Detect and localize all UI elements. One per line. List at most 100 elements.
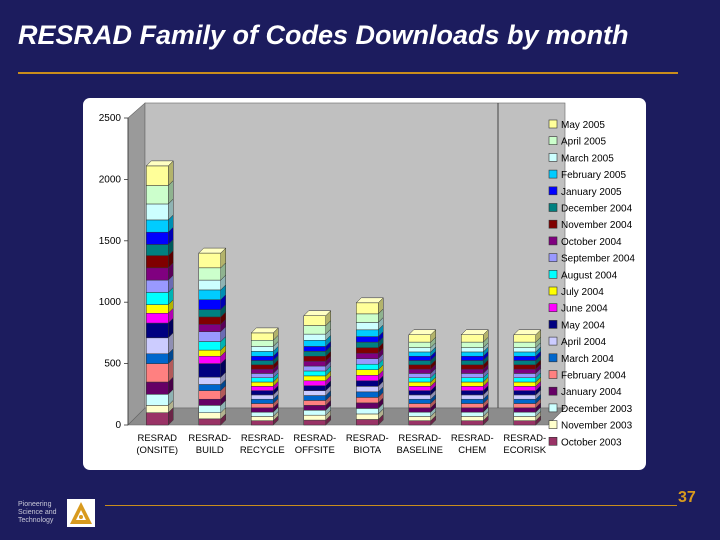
bar-segment	[408, 390, 431, 396]
bar-segment	[198, 405, 221, 413]
bar-segment	[408, 373, 431, 378]
bar-segment	[513, 360, 536, 366]
legend-swatch	[548, 136, 558, 146]
x-axis-category-label: CHEM	[458, 445, 486, 456]
bar-segment	[461, 347, 484, 353]
legend-label: April 2005	[561, 137, 606, 148]
bar-segment	[303, 333, 326, 341]
bar-segment	[198, 252, 221, 269]
bar-segment	[198, 390, 221, 400]
legend-swatch	[548, 336, 558, 346]
bar-segment	[408, 334, 431, 343]
bar-segment	[461, 364, 484, 370]
bar-segment	[146, 185, 169, 205]
legend-label: February 2005	[561, 170, 626, 181]
bar-segment	[251, 332, 274, 341]
bar-segment	[198, 376, 221, 385]
bar-segment	[198, 412, 221, 420]
bar-segment	[146, 219, 169, 233]
bar-segment	[461, 334, 484, 343]
bar-segment	[146, 381, 169, 395]
bar-segment	[303, 414, 326, 421]
bar-segment	[251, 364, 274, 370]
legend-label: January 2005	[561, 187, 622, 198]
bar-top-face	[408, 329, 437, 335]
legend-swatch	[548, 169, 558, 179]
bar-segment	[461, 398, 484, 404]
bar-segment	[408, 355, 431, 361]
bar-segment	[461, 373, 484, 378]
bar-segment	[146, 279, 169, 293]
legend-label: December 2004	[561, 204, 633, 215]
legend-swatch	[548, 403, 558, 413]
bar-segment	[303, 395, 326, 401]
bar-segment	[251, 390, 274, 396]
bar-segment	[303, 370, 326, 377]
bar-segment	[356, 402, 379, 409]
bar-segment	[146, 203, 169, 221]
bar-segment	[303, 315, 326, 326]
legend-label: May 2004	[561, 320, 605, 331]
bar-segment	[356, 419, 379, 426]
legend-swatch	[548, 353, 558, 363]
x-axis-category-label: RESRAD-	[188, 433, 231, 444]
y-axis-tick-label: 500	[104, 359, 121, 370]
bar-segment	[356, 347, 379, 354]
bar-segment	[303, 346, 326, 352]
bar-segment	[303, 419, 326, 426]
bar-segment	[303, 400, 326, 406]
bar-segment	[356, 358, 379, 365]
bar-segment	[146, 405, 169, 413]
bar-segment	[303, 351, 326, 357]
legend-label: September 2004	[561, 254, 635, 265]
bar-segment	[146, 231, 169, 245]
bar-segment	[408, 420, 431, 426]
bar-segment	[356, 408, 379, 415]
bar-segment	[198, 331, 221, 342]
bar-segment	[251, 340, 274, 347]
bar-segment	[251, 368, 274, 374]
bar-segment	[513, 351, 536, 357]
bar-segment	[461, 420, 484, 426]
bar-segment	[461, 411, 484, 417]
y-axis-tick-label: 1500	[99, 236, 122, 247]
bar-segment	[408, 394, 431, 400]
bar-segment	[251, 416, 274, 421]
legend-swatch	[548, 119, 558, 129]
bar-segment	[513, 411, 536, 417]
y-axis-tick-label: 0	[115, 420, 121, 431]
legend-swatch	[548, 320, 558, 329]
bar-segment	[513, 386, 536, 391]
bar-segment	[146, 165, 169, 186]
footer-line: Pioneering	[18, 501, 52, 508]
bar-segment	[198, 355, 221, 364]
y-axis-tick-label: 2000	[99, 174, 122, 185]
bar-segment	[356, 397, 379, 404]
bar-segment	[513, 355, 536, 361]
legend-swatch	[548, 219, 558, 229]
bar-segment	[513, 381, 536, 387]
chart-side-wall	[127, 102, 146, 426]
bar-segment	[513, 416, 536, 421]
legend-swatch	[548, 420, 558, 429]
x-axis-category-label: RESRAD-	[293, 433, 336, 444]
bar-segment	[251, 420, 274, 426]
bar-segment	[513, 364, 536, 370]
bar-segment	[251, 355, 274, 361]
x-axis-category-label: (ONSITE)	[136, 445, 178, 456]
chart-floor	[127, 407, 566, 426]
bar-segment	[146, 267, 169, 281]
title-divider	[18, 72, 678, 74]
x-axis-category-label: RESRAD-	[398, 433, 441, 444]
legend-label: November 2003	[561, 421, 633, 432]
bar-segment	[461, 390, 484, 396]
bar-segment	[513, 377, 536, 383]
legend-swatch	[548, 286, 558, 296]
bar-segment	[198, 363, 221, 378]
footer-divider	[105, 505, 677, 506]
legend-swatch	[548, 203, 558, 212]
bar-segment	[513, 341, 536, 348]
bar-top-face	[460, 329, 489, 335]
bar-segment	[513, 403, 536, 409]
bar-segment	[146, 363, 169, 383]
